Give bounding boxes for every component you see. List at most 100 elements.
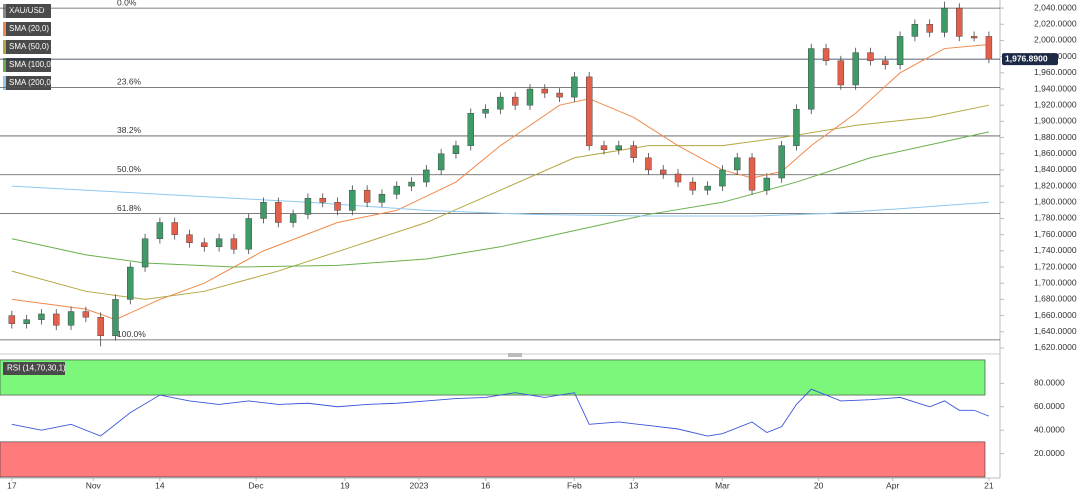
candle-body: [837, 60, 845, 86]
overbought-zone: [0, 359, 986, 396]
candle-body: [275, 202, 282, 223]
candle-body: [704, 185, 711, 191]
x-tick-label: 19: [340, 480, 350, 490]
y-tick-label: 1,800.0000: [1034, 197, 1077, 207]
candle-body: [926, 24, 933, 33]
candle-body: [53, 313, 60, 326]
y-tick-label: 1,620.0000: [1034, 342, 1077, 352]
candle-body: [171, 222, 178, 235]
candle-body: [674, 173, 682, 183]
candle-body: [808, 48, 815, 110]
y-tick-label: 1,820.0000: [1034, 180, 1077, 190]
legend-swatch: [3, 58, 6, 72]
candle-body: [970, 36, 978, 39]
y-tick-label: 1,860.0000: [1034, 148, 1077, 158]
last-price-box: [1002, 53, 1058, 66]
y-tick-label: 1,880.0000: [1034, 132, 1077, 142]
rsi-label: RSI (14,70,30,1): [7, 364, 66, 373]
x-tick-label: 20: [814, 480, 824, 490]
y-tick-label: 1,780.0000: [1034, 213, 1077, 223]
x-tick-label: 16: [481, 480, 491, 490]
y-tick-label: 1,920.0000: [1034, 99, 1077, 109]
legend-label: XAU/USD: [9, 6, 45, 15]
legend-box: [3, 76, 51, 90]
y-tick-label: 1,760.0000: [1034, 229, 1077, 239]
y-tick-label: 1,640.0000: [1034, 326, 1077, 336]
sma-line: [11, 104, 989, 300]
candle-body: [585, 76, 593, 146]
candle-body: [497, 96, 504, 110]
candle-body: [304, 198, 312, 215]
candle-body: [867, 52, 874, 61]
candle-body: [482, 109, 489, 114]
y-tick-label: 1,740.0000: [1034, 245, 1077, 255]
legend-label: SMA (50,0): [9, 42, 49, 51]
candle-body: [511, 96, 519, 106]
legend-box: [3, 22, 51, 36]
x-tick-label: Dec: [249, 480, 265, 490]
candle-body: [645, 157, 652, 171]
candle-body: [112, 299, 119, 337]
fib-label: 50.0%: [117, 164, 142, 174]
legend-box: [3, 40, 51, 54]
x-tick-label: 17: [7, 480, 17, 490]
legend-label: SMA (100,0): [9, 60, 54, 69]
candle-body: [956, 7, 963, 37]
y-tick-label: 2,000.0000: [1034, 35, 1077, 45]
candle-body: [319, 198, 326, 203]
legend-swatch: [3, 76, 6, 90]
y-tick-label: 2,020.0000: [1034, 19, 1077, 29]
candle-body: [8, 315, 16, 324]
candle-body: [437, 153, 445, 171]
legend-swatch: [3, 4, 6, 18]
x-tick-label: Feb: [567, 480, 582, 490]
candle-body: [734, 157, 741, 171]
y-tick-label: 80.0000: [1034, 378, 1065, 388]
y-tick-label: 1,680.0000: [1034, 294, 1077, 304]
y-tick-label: 2,040.0000: [1034, 2, 1077, 12]
y-tick-label: 20.0000: [1034, 448, 1065, 458]
candle-body: [541, 88, 548, 94]
candle-body: [393, 185, 400, 195]
oversold-zone: [0, 441, 986, 478]
y-tick-label: 1,940.0000: [1034, 83, 1077, 93]
y-tick-label: 1,660.0000: [1034, 310, 1077, 320]
candle-body: [23, 319, 30, 324]
candle-body: [289, 214, 297, 223]
candle-body: [408, 181, 415, 187]
candle-body: [38, 313, 45, 320]
candle-body: [363, 189, 371, 203]
candle-body: [230, 238, 238, 250]
candle-body: [82, 311, 90, 318]
x-tick-label: 2023: [409, 480, 428, 490]
candle-body: [615, 145, 623, 150]
candle-body: [141, 238, 149, 268]
candle-body: [896, 36, 904, 65]
legend-swatch: [3, 40, 6, 54]
candle-body: [156, 222, 164, 239]
y-tick-label: 1,720.0000: [1034, 261, 1077, 271]
legend-box: [3, 58, 51, 72]
candle-body: [778, 145, 785, 179]
candle-body: [793, 109, 800, 146]
candle-body: [571, 76, 578, 98]
y-tick-label: 1,900.0000: [1034, 116, 1077, 126]
candle-body: [822, 48, 830, 61]
fib-label: 100.0%: [117, 329, 146, 339]
legend-swatch: [3, 22, 6, 36]
candle-body: [689, 181, 697, 191]
y-tick-label: 40.0000: [1034, 424, 1065, 434]
y-tick-label: 60.0000: [1034, 401, 1065, 411]
candle-body: [423, 169, 430, 183]
legend-label: SMA (20,0): [9, 24, 49, 33]
legend: XAU/USD SMA (20,0) SMA (50,0) SMA (100,0) SM…: [3, 4, 54, 90]
candle-body: [630, 145, 637, 158]
candle-body: [378, 194, 386, 203]
candle-body: [260, 202, 267, 219]
candle-body: [97, 317, 104, 337]
y-tick-label: 1,700.0000: [1034, 277, 1077, 287]
candle-body: [349, 189, 356, 211]
candle-body: [452, 145, 460, 154]
candle-body: [127, 266, 134, 300]
